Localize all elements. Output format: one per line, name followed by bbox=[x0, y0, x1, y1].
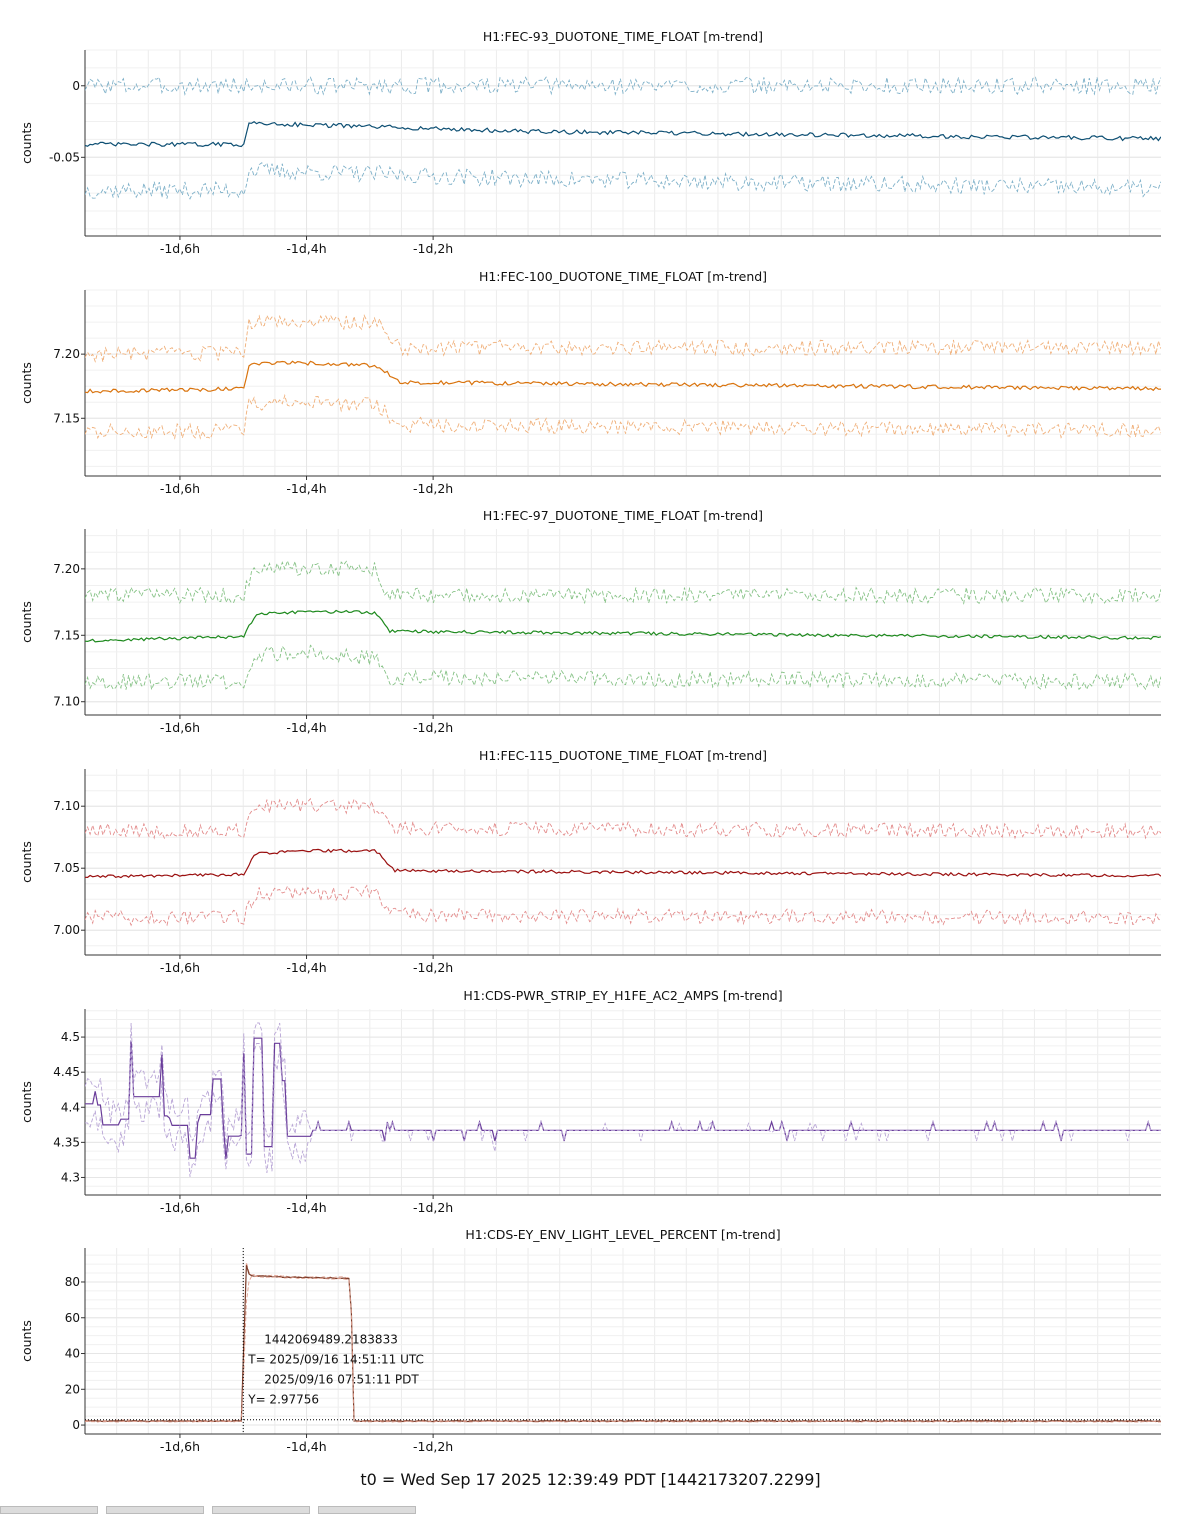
bottom-tab-2[interactable] bbox=[106, 1506, 204, 1514]
series-group bbox=[85, 314, 1161, 440]
plot-title: H1:CDS-EY_ENV_LIGHT_LEVEL_PERCENT [m-tre… bbox=[465, 1227, 780, 1242]
series-group bbox=[85, 76, 1161, 200]
y-axis-label: counts bbox=[19, 841, 34, 883]
panel-1[interactable]: H1:FEC-93_DUOTONE_TIME_FLOAT [m-trend] co… bbox=[19, 29, 1161, 256]
bottom-tab-3[interactable] bbox=[212, 1506, 310, 1514]
y-tick-label: 60 bbox=[65, 1311, 80, 1325]
x-tick-label: -1d,6h bbox=[160, 241, 200, 256]
panel-5[interactable]: H1:CDS-PWR_STRIP_EY_H1FE_AC2_AMPS [m-tre… bbox=[19, 988, 1161, 1215]
x-tick-label: -1d,6h bbox=[160, 960, 200, 975]
cursor-pdt-text: 2025/09/16 07:51:11 PDT bbox=[264, 1373, 419, 1387]
y-tick-label: 40 bbox=[65, 1347, 80, 1361]
panel-2[interactable]: H1:FEC-100_DUOTONE_TIME_FLOAT [m-trend] c… bbox=[19, 269, 1161, 496]
series-line-mean bbox=[85, 120, 1161, 148]
series-group bbox=[85, 1022, 1161, 1177]
x-tick-label: -1d,4h bbox=[286, 481, 326, 496]
cursor-y-text: Y= 2.97756 bbox=[247, 1393, 319, 1407]
x-tick-label: -1d,2h bbox=[413, 481, 453, 496]
series-line-mean bbox=[85, 1265, 1161, 1423]
y-tick-label: 7.20 bbox=[53, 562, 80, 576]
plot-title: H1:FEC-100_DUOTONE_TIME_FLOAT [m-trend] bbox=[479, 269, 767, 284]
series-line-min bbox=[85, 393, 1161, 440]
x-tick-label: -1d,2h bbox=[413, 1200, 453, 1215]
y-tick-label: 4.4 bbox=[61, 1100, 80, 1114]
cursor-readout[interactable]: 1442069489.2183833 T= 2025/09/16 14:51:11… bbox=[85, 1248, 1161, 1434]
y-tick-label: 80 bbox=[65, 1275, 80, 1289]
y-axis-label: counts bbox=[19, 1081, 34, 1123]
y-tick-label: -0.05 bbox=[49, 150, 80, 164]
x-tick-label: -1d,6h bbox=[160, 1439, 200, 1454]
y-axis-label: counts bbox=[19, 1320, 34, 1362]
cursor-utc-text: T= 2025/09/16 14:51:11 UTC bbox=[247, 1353, 424, 1367]
y-tick-label: 7.10 bbox=[53, 695, 80, 709]
panel-3[interactable]: H1:FEC-97_DUOTONE_TIME_FLOAT [m-trend] co… bbox=[19, 508, 1161, 735]
series-group bbox=[85, 1262, 1161, 1423]
y-tick-label: 20 bbox=[65, 1382, 80, 1396]
x-tick-label: -1d,2h bbox=[413, 720, 453, 735]
series-line-mean bbox=[85, 609, 1161, 643]
y-tick-label: 7.00 bbox=[53, 923, 80, 937]
series-line-min bbox=[85, 1275, 1161, 1423]
y-tick-label: 4.45 bbox=[53, 1065, 80, 1079]
series-line-max bbox=[85, 797, 1161, 840]
bottom-tab-1[interactable] bbox=[0, 1506, 98, 1514]
y-tick-label: 7.15 bbox=[53, 411, 80, 425]
y-tick-label: 7.05 bbox=[53, 861, 80, 875]
series-line-min bbox=[85, 884, 1161, 927]
series-line-mean bbox=[85, 360, 1161, 394]
series-line-min bbox=[85, 162, 1161, 200]
x-tick-label: -1d,6h bbox=[160, 720, 200, 735]
y-tick-label: 7.10 bbox=[53, 799, 80, 813]
series-group bbox=[85, 559, 1161, 691]
x-tick-label: -1d,4h bbox=[286, 1439, 326, 1454]
plot-title: H1:FEC-115_DUOTONE_TIME_FLOAT [m-trend] bbox=[479, 748, 767, 763]
grid bbox=[84, 769, 1161, 955]
plot-title: H1:CDS-PWR_STRIP_EY_H1FE_AC2_AMPS [m-tre… bbox=[463, 988, 782, 1003]
series-line-max bbox=[85, 76, 1161, 96]
bottom-tab-4[interactable] bbox=[318, 1506, 416, 1514]
y-tick-label: 4.5 bbox=[61, 1030, 80, 1044]
t0-footer: t0 = Wed Sep 17 2025 12:39:49 PDT [14421… bbox=[360, 1470, 821, 1489]
cursor-gps-text: 1442069489.2183833 bbox=[264, 1333, 398, 1347]
series-line-max bbox=[85, 314, 1161, 363]
grid bbox=[84, 529, 1161, 715]
grid bbox=[84, 49, 1161, 236]
plot-title: H1:FEC-93_DUOTONE_TIME_FLOAT [m-trend] bbox=[483, 29, 763, 44]
grid bbox=[84, 289, 1161, 476]
y-axis-label: counts bbox=[19, 601, 34, 643]
series-line-mean bbox=[85, 848, 1161, 879]
y-tick-label: 0 bbox=[72, 79, 80, 93]
y-tick-label: 4.3 bbox=[61, 1170, 80, 1184]
x-tick-label: -1d,4h bbox=[286, 720, 326, 735]
plot-title: H1:FEC-97_DUOTONE_TIME_FLOAT [m-trend] bbox=[483, 508, 763, 523]
series-line-min bbox=[85, 1043, 1161, 1177]
x-tick-label: -1d,4h bbox=[286, 960, 326, 975]
y-tick-label: 0 bbox=[72, 1418, 80, 1432]
panel-4[interactable]: H1:FEC-115_DUOTONE_TIME_FLOAT [m-trend] c… bbox=[19, 748, 1161, 975]
y-tick-label: 7.20 bbox=[53, 347, 80, 361]
x-tick-label: -1d,4h bbox=[286, 1200, 326, 1215]
y-axis-label: counts bbox=[19, 122, 34, 164]
series-group bbox=[85, 797, 1161, 927]
y-tick-label: 4.35 bbox=[53, 1135, 80, 1149]
bottom-tab-strip[interactable] bbox=[0, 1506, 1181, 1514]
x-tick-label: -1d,6h bbox=[160, 1200, 200, 1215]
grid bbox=[84, 1009, 1161, 1195]
x-tick-label: -1d,2h bbox=[413, 960, 453, 975]
x-tick-label: -1d,2h bbox=[413, 1439, 453, 1454]
panel-6[interactable]: H1:CDS-EY_ENV_LIGHT_LEVEL_PERCENT [m-tre… bbox=[19, 1227, 1161, 1454]
series-line-max bbox=[85, 559, 1161, 605]
x-tick-label: -1d,2h bbox=[413, 241, 453, 256]
x-tick-label: -1d,4h bbox=[286, 241, 326, 256]
grid bbox=[84, 1248, 1161, 1435]
x-tick-label: -1d,6h bbox=[160, 481, 200, 496]
y-axis-label: counts bbox=[19, 362, 34, 404]
y-tick-label: 7.15 bbox=[53, 628, 80, 642]
